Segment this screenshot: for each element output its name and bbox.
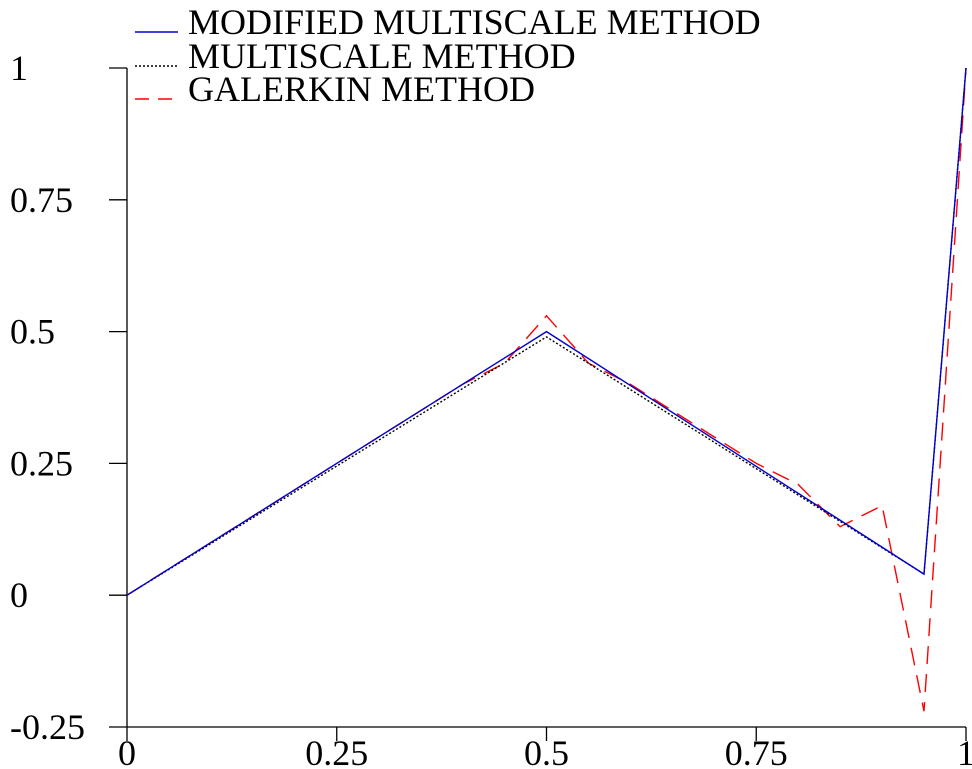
x-tick-label: 0.75	[725, 733, 788, 769]
x-tick-label: 1	[957, 733, 972, 769]
legend-label: MULTISCALE METHOD	[188, 36, 576, 76]
y-tick-label: 1	[10, 48, 28, 88]
chart-series	[126, 67, 967, 712]
series-line-2	[126, 67, 967, 712]
legend-label: MODIFIED MULTISCALE METHOD	[188, 2, 761, 42]
chart-ticks: -0.25 0 0.25 0.5 0.75 1 0 0.25 0.5 0.75 1	[10, 48, 972, 769]
y-tick-label: 0	[10, 575, 28, 615]
y-tick-label: -0.25	[10, 707, 85, 747]
series-line-0	[126, 67, 967, 596]
y-tick-label: 0.5	[10, 312, 55, 352]
legend-label: GALERKIN METHOD	[188, 69, 535, 109]
y-tick-label: 0.25	[10, 443, 73, 483]
x-tick-label: 0.5	[524, 733, 569, 769]
y-tick-label: 0.75	[10, 180, 73, 220]
x-tick-label: 0	[118, 733, 136, 769]
x-tick-label: 0.25	[305, 733, 368, 769]
chart-axes	[126, 68, 966, 728]
